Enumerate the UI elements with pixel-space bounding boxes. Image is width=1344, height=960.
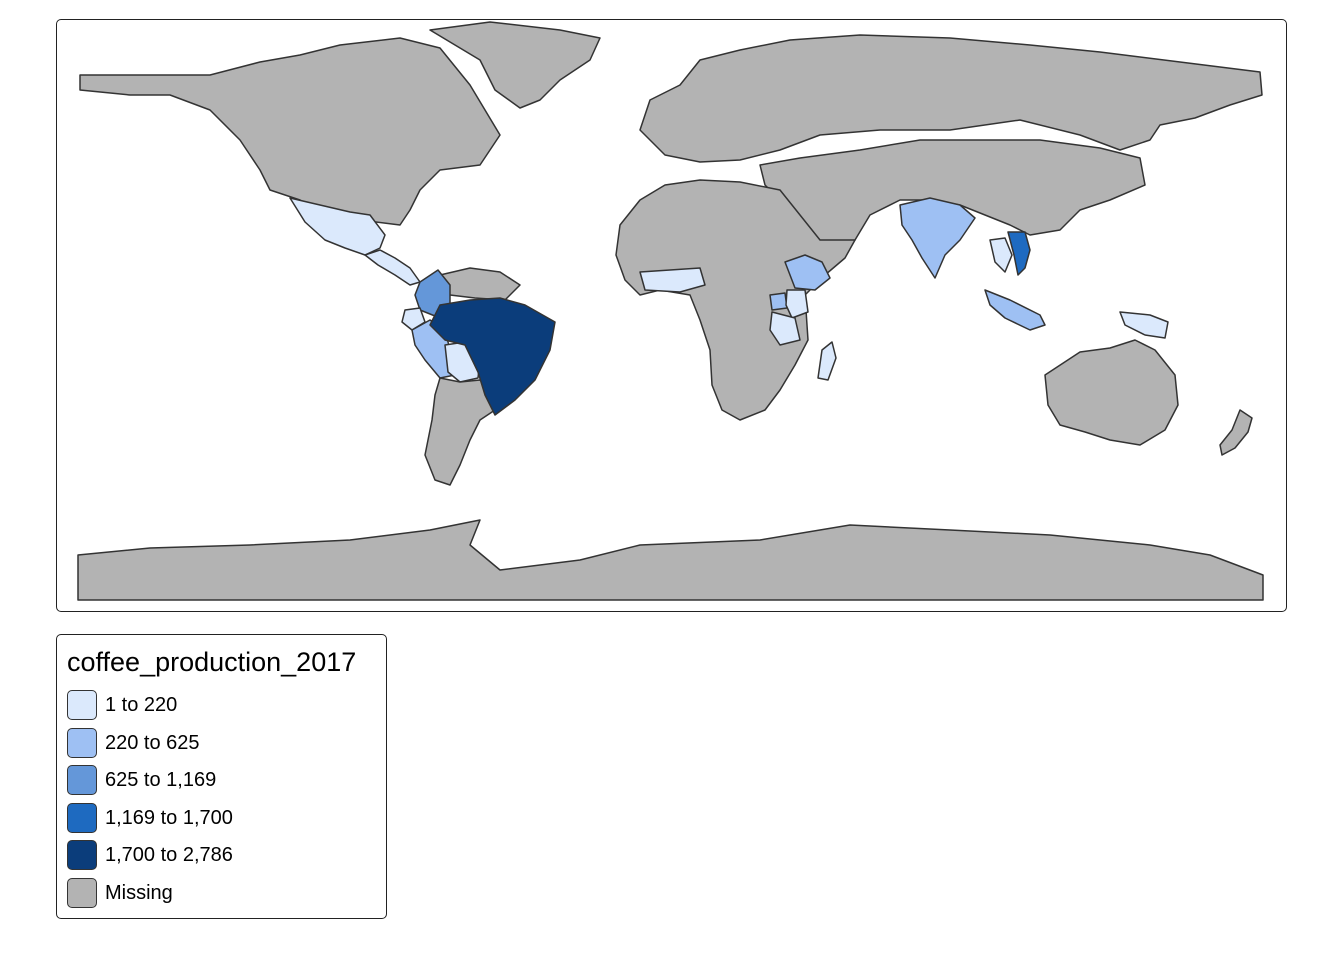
legend-swatch <box>67 878 97 908</box>
region-uganda <box>769 292 788 311</box>
region-west-africa-coffee <box>639 267 706 293</box>
legend-label: 1,700 to 2,786 <box>105 843 233 866</box>
region-india <box>899 197 976 279</box>
legend-item: 1,700 to 2,786 <box>67 838 233 872</box>
legend-item: 625 to 1,169 <box>67 763 216 797</box>
region-ethiopia <box>784 254 831 291</box>
region-australia <box>1044 339 1179 446</box>
legend: coffee_production_2017 1 to 220 220 to 62… <box>56 634 387 919</box>
map-frame <box>56 19 1287 612</box>
legend-item: Missing <box>67 876 173 910</box>
legend-label: 220 to 625 <box>105 731 200 754</box>
region-greenland <box>429 21 601 109</box>
region-kenya <box>785 289 809 319</box>
region-indonesia <box>984 289 1046 331</box>
world-map <box>77 21 1264 601</box>
legend-item: 220 to 625 <box>67 726 200 760</box>
legend-label: 625 to 1,169 <box>105 768 217 791</box>
region-north-america <box>79 37 501 226</box>
region-venezuela <box>439 267 521 301</box>
region-brazil <box>429 297 556 416</box>
region-vietnam <box>1007 231 1031 276</box>
legend-title: coffee_production_2017 <box>67 647 357 677</box>
legend-label: 1 to 220 <box>105 693 178 716</box>
region-europe-and-russia <box>639 34 1263 163</box>
region-mexico <box>289 197 386 256</box>
region-papua-new-guinea <box>1119 311 1169 339</box>
region-central-america <box>364 249 421 286</box>
legend-swatch <box>67 690 97 720</box>
legend-swatch <box>67 728 97 758</box>
region-madagascar <box>817 341 837 381</box>
region-antarctica <box>77 519 1264 601</box>
legend-item: 1,169 to 1,700 <box>67 801 233 835</box>
legend-swatch <box>67 840 97 870</box>
legend-swatch <box>67 765 97 795</box>
region-tanzania <box>769 311 801 346</box>
region-new-zealand <box>1219 409 1253 456</box>
legend-label: Missing <box>105 881 173 904</box>
legend-label: 1,169 to 1,700 <box>105 806 233 829</box>
legend-item: 1 to 220 <box>67 688 177 722</box>
legend-swatch <box>67 803 97 833</box>
region-laos-and-thailand <box>989 237 1013 273</box>
